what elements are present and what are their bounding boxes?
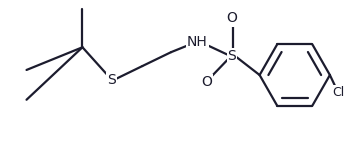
Text: O: O — [226, 12, 238, 26]
Text: Cl: Cl — [333, 86, 345, 99]
Text: S: S — [228, 49, 237, 63]
Text: NH: NH — [187, 35, 208, 49]
Text: S: S — [108, 73, 116, 87]
Text: O: O — [202, 75, 212, 89]
